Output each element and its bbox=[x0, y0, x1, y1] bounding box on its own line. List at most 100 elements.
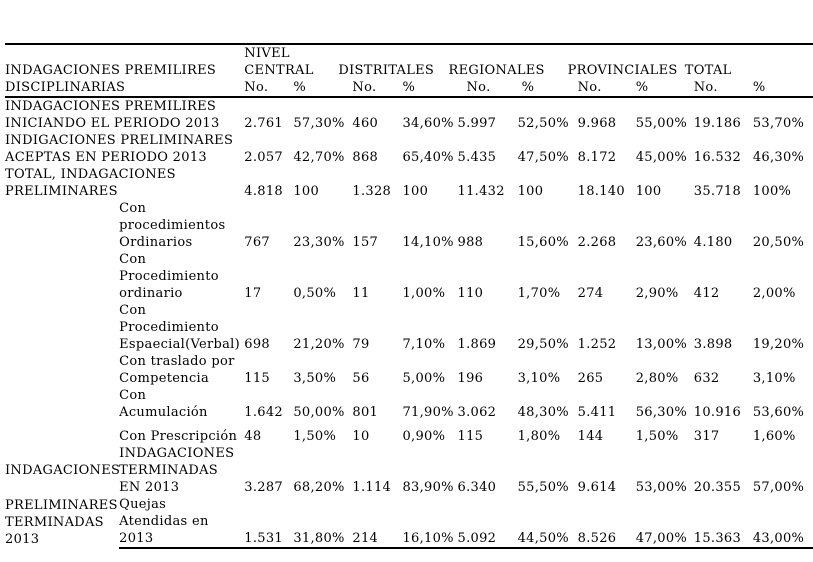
cell-value: 3,50% bbox=[293, 371, 337, 386]
cell-value: 9.968 bbox=[577, 116, 617, 131]
cell-value: 44,50% bbox=[517, 496, 578, 549]
cell-value: 48 bbox=[244, 429, 262, 444]
cell-value: 23,30% bbox=[293, 235, 345, 250]
cell-value: 7,10% bbox=[402, 337, 446, 352]
table-row: Con Procedimiento Espaecial(Verbal) 698 … bbox=[5, 302, 813, 353]
col-no-5: No. bbox=[693, 79, 753, 98]
cell-value: 144 bbox=[577, 429, 604, 444]
table-header: INDAGACIONES PREMILIRES DISCIPLINARIAS N… bbox=[5, 44, 813, 98]
row-group-label: PRELIMINARES TERMINADAS 2013 bbox=[5, 498, 118, 547]
cell-value: 988 bbox=[457, 235, 484, 250]
cell-value: 16.532 bbox=[693, 150, 742, 165]
cell-value: 57,00% bbox=[752, 480, 805, 495]
cell-value: 8.172 bbox=[577, 150, 617, 165]
cell-value: 83,90% bbox=[402, 480, 454, 495]
row-group-label bbox=[5, 200, 119, 251]
cell-value: 265 bbox=[577, 371, 604, 386]
cell-value: 53,70% bbox=[752, 116, 805, 131]
cell-value: 11.432 bbox=[457, 184, 505, 199]
cell-value: 1.328 bbox=[352, 184, 392, 199]
cell-value: 53,60% bbox=[752, 405, 805, 420]
cell-value: 115 bbox=[244, 371, 270, 386]
cell-value: 115 bbox=[457, 429, 484, 444]
column-group-provinciales: PROVINCIALES bbox=[567, 63, 678, 78]
cell-value: 6.340 bbox=[457, 480, 497, 495]
col-pct-3: % bbox=[517, 79, 578, 98]
cell-value: 317 bbox=[693, 429, 720, 444]
row-group-label bbox=[5, 302, 119, 353]
cell-value: 110 bbox=[457, 286, 484, 301]
table-row: Con Procedimiento ordinario 17 0,50% 11 … bbox=[5, 251, 813, 302]
cell-value: 14,10% bbox=[402, 235, 454, 250]
cell-value: 0,90% bbox=[402, 429, 446, 444]
cell-value: 100 bbox=[293, 184, 320, 199]
cell-value: 2.268 bbox=[577, 235, 617, 250]
cell-value: 35.718 bbox=[693, 184, 742, 199]
cell-value: 4.818 bbox=[244, 184, 283, 199]
cell-value: 1.869 bbox=[457, 337, 497, 352]
cell-value: 8.526 bbox=[577, 496, 636, 549]
cell-value: 196 bbox=[457, 371, 484, 386]
table-row: PRELIMINARES TERMINADAS 2013 Quejas Aten… bbox=[5, 496, 813, 549]
row-sublabel: Con Acumulación bbox=[119, 388, 208, 420]
cell-value: 3.898 bbox=[693, 337, 733, 352]
cell-value: 5.435 bbox=[457, 150, 497, 165]
cell-value: 19.186 bbox=[693, 116, 742, 131]
cell-value: 47,00% bbox=[635, 496, 694, 549]
cell-value: 5.092 bbox=[457, 496, 518, 549]
cell-value: 1,50% bbox=[293, 429, 337, 444]
cell-value: 3.062 bbox=[457, 405, 497, 420]
cell-value: 100% bbox=[752, 184, 792, 199]
row-sublabel: Con traslado por Competencia bbox=[119, 354, 235, 386]
cell-value: 29,50% bbox=[517, 337, 569, 352]
row-group-label bbox=[5, 251, 119, 302]
cell-value: 1,70% bbox=[517, 286, 561, 301]
cell-value: 2,80% bbox=[635, 371, 679, 386]
cell-value: 56,30% bbox=[635, 405, 688, 420]
cell-value: 18.140 bbox=[577, 184, 625, 199]
col-pct-1: % bbox=[293, 79, 353, 98]
cell-value: 274 bbox=[577, 286, 604, 301]
cell-value: 698 bbox=[244, 337, 270, 352]
cell-value: 632 bbox=[693, 371, 720, 386]
cell-value: 1.114 bbox=[352, 480, 392, 495]
cell-value: 1.531 bbox=[244, 496, 294, 549]
row-sublabel: Con Procedimiento Espaecial(Verbal) bbox=[119, 303, 240, 352]
cell-value: 65,40% bbox=[402, 150, 454, 165]
cell-value: 10.916 bbox=[693, 405, 742, 420]
col-no-4: No. bbox=[577, 79, 636, 98]
cell-value: 79 bbox=[352, 337, 370, 352]
row-sublabel: Con procedimientos Ordinarios bbox=[119, 201, 226, 250]
cell-value: 5.411 bbox=[577, 405, 617, 420]
row-group-label bbox=[5, 387, 119, 421]
table-row: TOTAL, INDAGACIONES PRELIMINARES 4.818 1… bbox=[5, 166, 813, 200]
cell-value: 56 bbox=[352, 371, 370, 386]
cell-value: 55,00% bbox=[635, 116, 688, 131]
col-pct-2: % bbox=[402, 79, 458, 98]
col-no-1: No. bbox=[244, 79, 294, 98]
cell-value: 157 bbox=[352, 235, 379, 250]
cell-value: 23,60% bbox=[635, 235, 688, 250]
cell-value: 71,90% bbox=[402, 405, 454, 420]
cell-value: 100 bbox=[402, 184, 429, 199]
cell-value: 1.252 bbox=[577, 337, 617, 352]
col-pct-5: % bbox=[752, 79, 813, 98]
row-sublabel: Quejas Atendidas en 2013 bbox=[119, 496, 245, 549]
col-pct-4: % bbox=[635, 79, 694, 98]
table-row: Con traslado por Competencia 115 3,50% 5… bbox=[5, 353, 813, 387]
cell-value: 9.614 bbox=[577, 480, 617, 495]
row-group-label: INDAGACIONES bbox=[5, 463, 121, 478]
table-title: INDAGACIONES PREMILIRES DISCIPLINARIAS bbox=[5, 44, 245, 98]
cell-value: 57,30% bbox=[293, 116, 345, 131]
cell-value: 4.180 bbox=[693, 235, 733, 250]
cell-value: 412 bbox=[693, 286, 720, 301]
cell-value: 1.642 bbox=[244, 405, 283, 420]
cell-value: 52,50% bbox=[517, 116, 569, 131]
row-sublabel: Con Prescripción bbox=[119, 429, 238, 444]
cell-value: 53,00% bbox=[635, 480, 688, 495]
cell-value: 50,00% bbox=[293, 405, 345, 420]
cell-value: 68,20% bbox=[293, 480, 345, 495]
cell-value: 868 bbox=[352, 150, 379, 165]
cell-value: 16,10% bbox=[402, 496, 458, 549]
cell-value: 19,20% bbox=[752, 337, 805, 352]
